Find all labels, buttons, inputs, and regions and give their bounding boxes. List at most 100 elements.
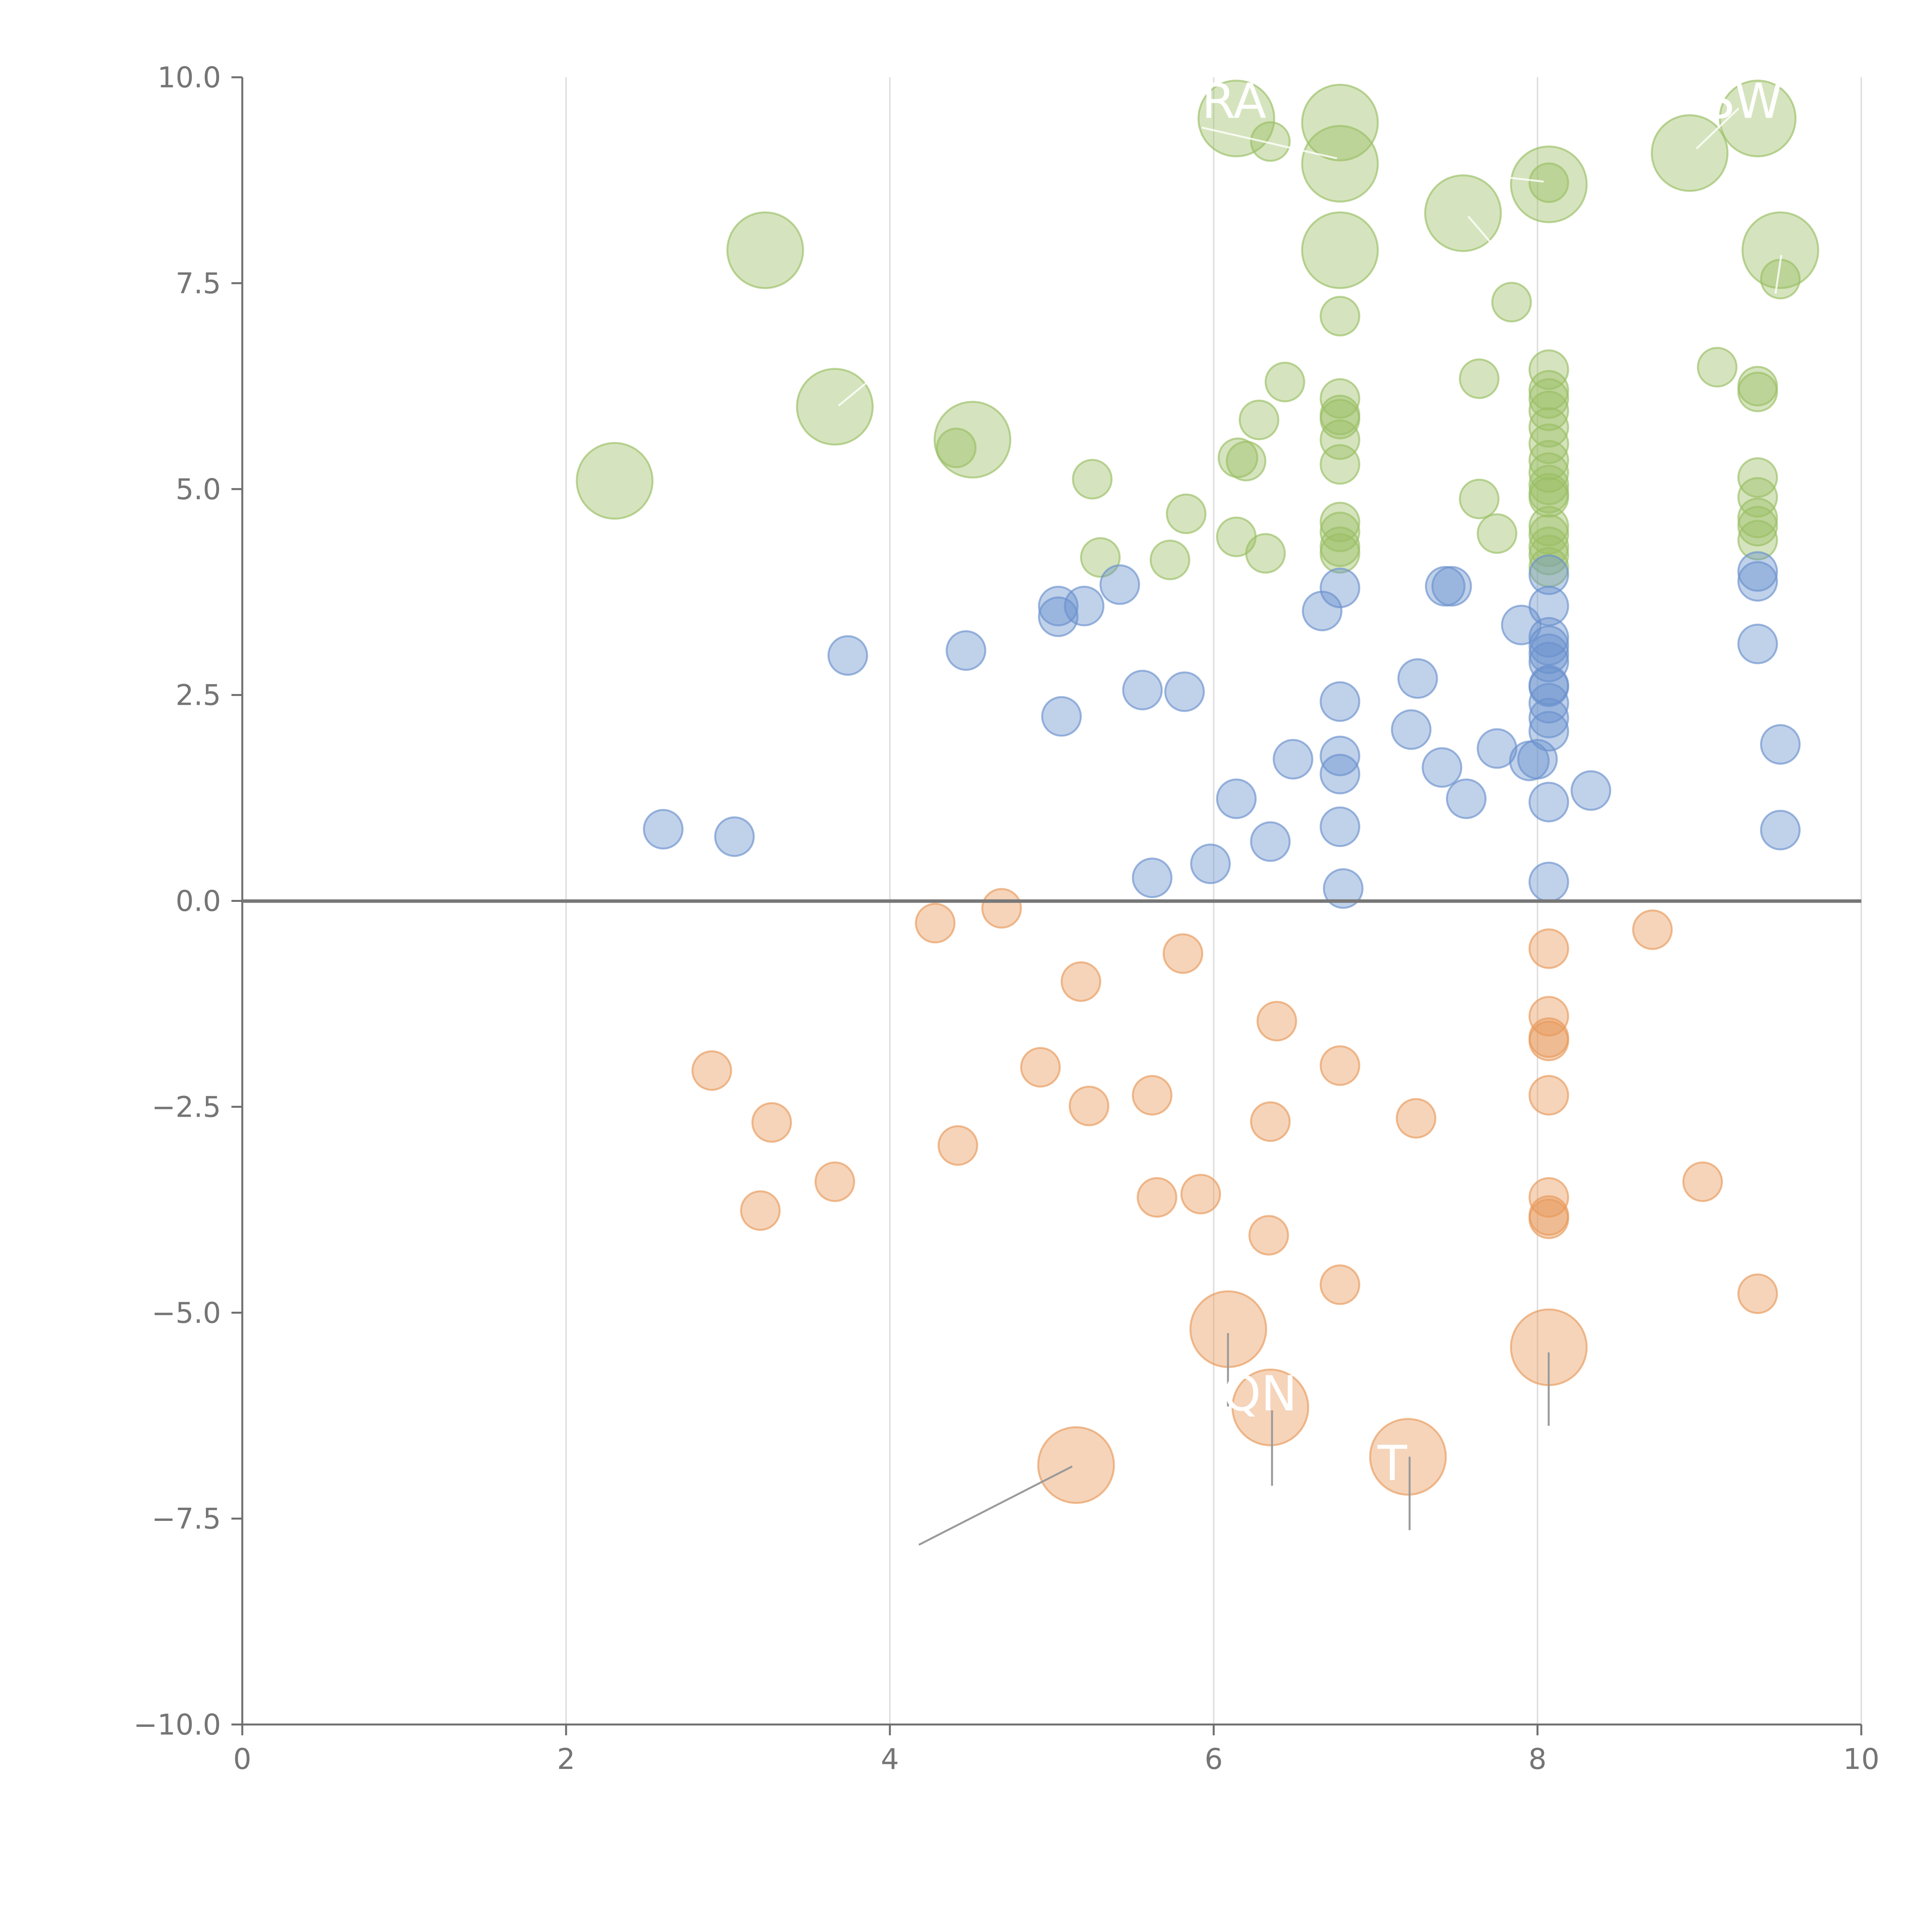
data-point-mid[interactable] xyxy=(1099,564,1140,605)
data-point-high[interactable] xyxy=(1528,477,1569,518)
data-point-high[interactable] xyxy=(1150,539,1190,580)
data-point-mid[interactable] xyxy=(1528,782,1569,823)
data-point-high[interactable] xyxy=(1528,526,1569,567)
data-point-high[interactable] xyxy=(1742,211,1819,289)
data-point-high[interactable] xyxy=(1320,296,1361,337)
data-point-high[interactable] xyxy=(1528,423,1569,464)
data-point-high[interactable] xyxy=(1528,407,1569,448)
data-point-high[interactable] xyxy=(1320,419,1361,460)
data-point-low[interactable] xyxy=(1037,1426,1115,1504)
data-point-high[interactable] xyxy=(1528,349,1569,390)
data-point-low[interactable] xyxy=(915,903,956,944)
data-point-low[interactable] xyxy=(1162,933,1203,974)
data-point-mid[interactable] xyxy=(946,630,986,671)
data-point-low[interactable] xyxy=(1020,1047,1061,1088)
data-point-low[interactable] xyxy=(1737,1273,1778,1314)
data-point-mid[interactable] xyxy=(1064,585,1105,626)
data-point-low[interactable] xyxy=(1632,909,1673,950)
data-point-high[interactable] xyxy=(1719,80,1797,158)
data-point-low[interactable] xyxy=(937,1125,978,1166)
data-point-low[interactable] xyxy=(1528,996,1569,1037)
data-point-mid[interactable] xyxy=(1737,623,1778,664)
data-point-mid[interactable] xyxy=(1737,561,1778,602)
data-point-low[interactable] xyxy=(1528,1075,1569,1116)
data-point-mid[interactable] xyxy=(1391,709,1432,750)
data-point-low[interactable] xyxy=(1132,1075,1173,1116)
data-point-mid[interactable] xyxy=(1528,641,1569,682)
data-point-high[interactable] xyxy=(1651,114,1729,192)
data-point-low[interactable] xyxy=(981,888,1022,929)
data-point-high[interactable] xyxy=(1166,493,1207,534)
data-point-high[interactable] xyxy=(726,211,804,289)
data-point-high[interactable] xyxy=(1737,506,1778,547)
data-point-low[interactable] xyxy=(1231,1368,1310,1446)
data-point-mid[interactable] xyxy=(1320,681,1361,722)
data-point-high[interactable] xyxy=(1301,211,1379,289)
data-point-mid[interactable] xyxy=(1570,770,1611,811)
data-point-high[interactable] xyxy=(1737,497,1778,538)
data-point-high[interactable] xyxy=(1301,83,1379,162)
data-point-high[interactable] xyxy=(1528,378,1569,419)
data-point-low[interactable] xyxy=(1320,1264,1361,1305)
data-point-mid[interactable] xyxy=(1041,696,1082,737)
data-point-mid[interactable] xyxy=(1216,778,1257,819)
data-point-high[interactable] xyxy=(1320,533,1361,574)
data-point-low[interactable] xyxy=(1320,1045,1361,1086)
data-point-mid[interactable] xyxy=(1528,861,1569,902)
data-point-high[interactable] xyxy=(796,368,874,446)
data-point-low[interactable] xyxy=(1248,1215,1289,1256)
data-point-mid[interactable] xyxy=(1528,554,1569,595)
data-point-mid[interactable] xyxy=(1122,670,1163,711)
data-point-high[interactable] xyxy=(1737,371,1778,412)
data-point-low[interactable] xyxy=(1369,1418,1447,1496)
data-point-low[interactable] xyxy=(815,1161,855,1202)
data-point-mid[interactable] xyxy=(1302,590,1343,631)
data-point-mid[interactable] xyxy=(1528,683,1569,724)
data-point-high[interactable] xyxy=(1737,477,1778,518)
data-point-high[interactable] xyxy=(1528,506,1569,547)
data-point-high[interactable] xyxy=(1320,444,1361,485)
data-point-high[interactable] xyxy=(1528,452,1569,493)
data-point-low[interactable] xyxy=(751,1102,792,1143)
data-point-high[interactable] xyxy=(1528,464,1569,505)
data-point-mid[interactable] xyxy=(1190,844,1231,884)
data-point-high[interactable] xyxy=(1245,533,1286,574)
data-point-high[interactable] xyxy=(1459,358,1500,399)
data-point-mid[interactable] xyxy=(1397,658,1438,699)
data-point-mid[interactable] xyxy=(1323,868,1364,909)
data-point-mid[interactable] xyxy=(1250,821,1291,862)
data-point-low[interactable] xyxy=(1528,1020,1569,1061)
data-point-mid[interactable] xyxy=(1528,711,1569,752)
data-point-mid[interactable] xyxy=(643,809,684,850)
data-point-high[interactable] xyxy=(1737,520,1778,561)
data-point-mid[interactable] xyxy=(1320,806,1361,847)
data-point-low[interactable] xyxy=(1528,1198,1569,1239)
data-point-low[interactable] xyxy=(740,1190,781,1231)
data-point-high[interactable] xyxy=(934,401,1012,479)
data-point-mid[interactable] xyxy=(1446,778,1487,819)
data-point-low[interactable] xyxy=(1180,1173,1221,1214)
data-point-mid[interactable] xyxy=(1431,566,1472,607)
data-point-high[interactable] xyxy=(1528,440,1569,481)
data-point-high[interactable] xyxy=(1459,478,1500,519)
data-point-high[interactable] xyxy=(1528,162,1569,203)
data-point-low[interactable] xyxy=(1136,1177,1177,1218)
data-point-high[interactable] xyxy=(1320,512,1361,553)
data-point-high[interactable] xyxy=(1697,347,1738,388)
data-point-high[interactable] xyxy=(1238,400,1279,440)
data-point-high[interactable] xyxy=(1226,440,1267,481)
data-point-mid[interactable] xyxy=(827,635,868,676)
data-point-mid[interactable] xyxy=(1320,735,1361,776)
data-point-high[interactable] xyxy=(936,427,977,468)
data-point-mid[interactable] xyxy=(1528,633,1569,674)
data-point-high[interactable] xyxy=(1528,514,1569,555)
data-point-mid[interactable] xyxy=(1038,596,1079,637)
data-point-low[interactable] xyxy=(1060,961,1101,1002)
data-point-mid[interactable] xyxy=(1320,568,1361,609)
data-point-mid[interactable] xyxy=(1422,747,1463,788)
data-point-high[interactable] xyxy=(1528,370,1569,411)
data-point-high[interactable] xyxy=(576,442,654,520)
data-point-mid[interactable] xyxy=(1528,697,1569,738)
data-point-low[interactable] xyxy=(1256,1001,1297,1042)
data-point-high[interactable] xyxy=(1072,459,1113,500)
